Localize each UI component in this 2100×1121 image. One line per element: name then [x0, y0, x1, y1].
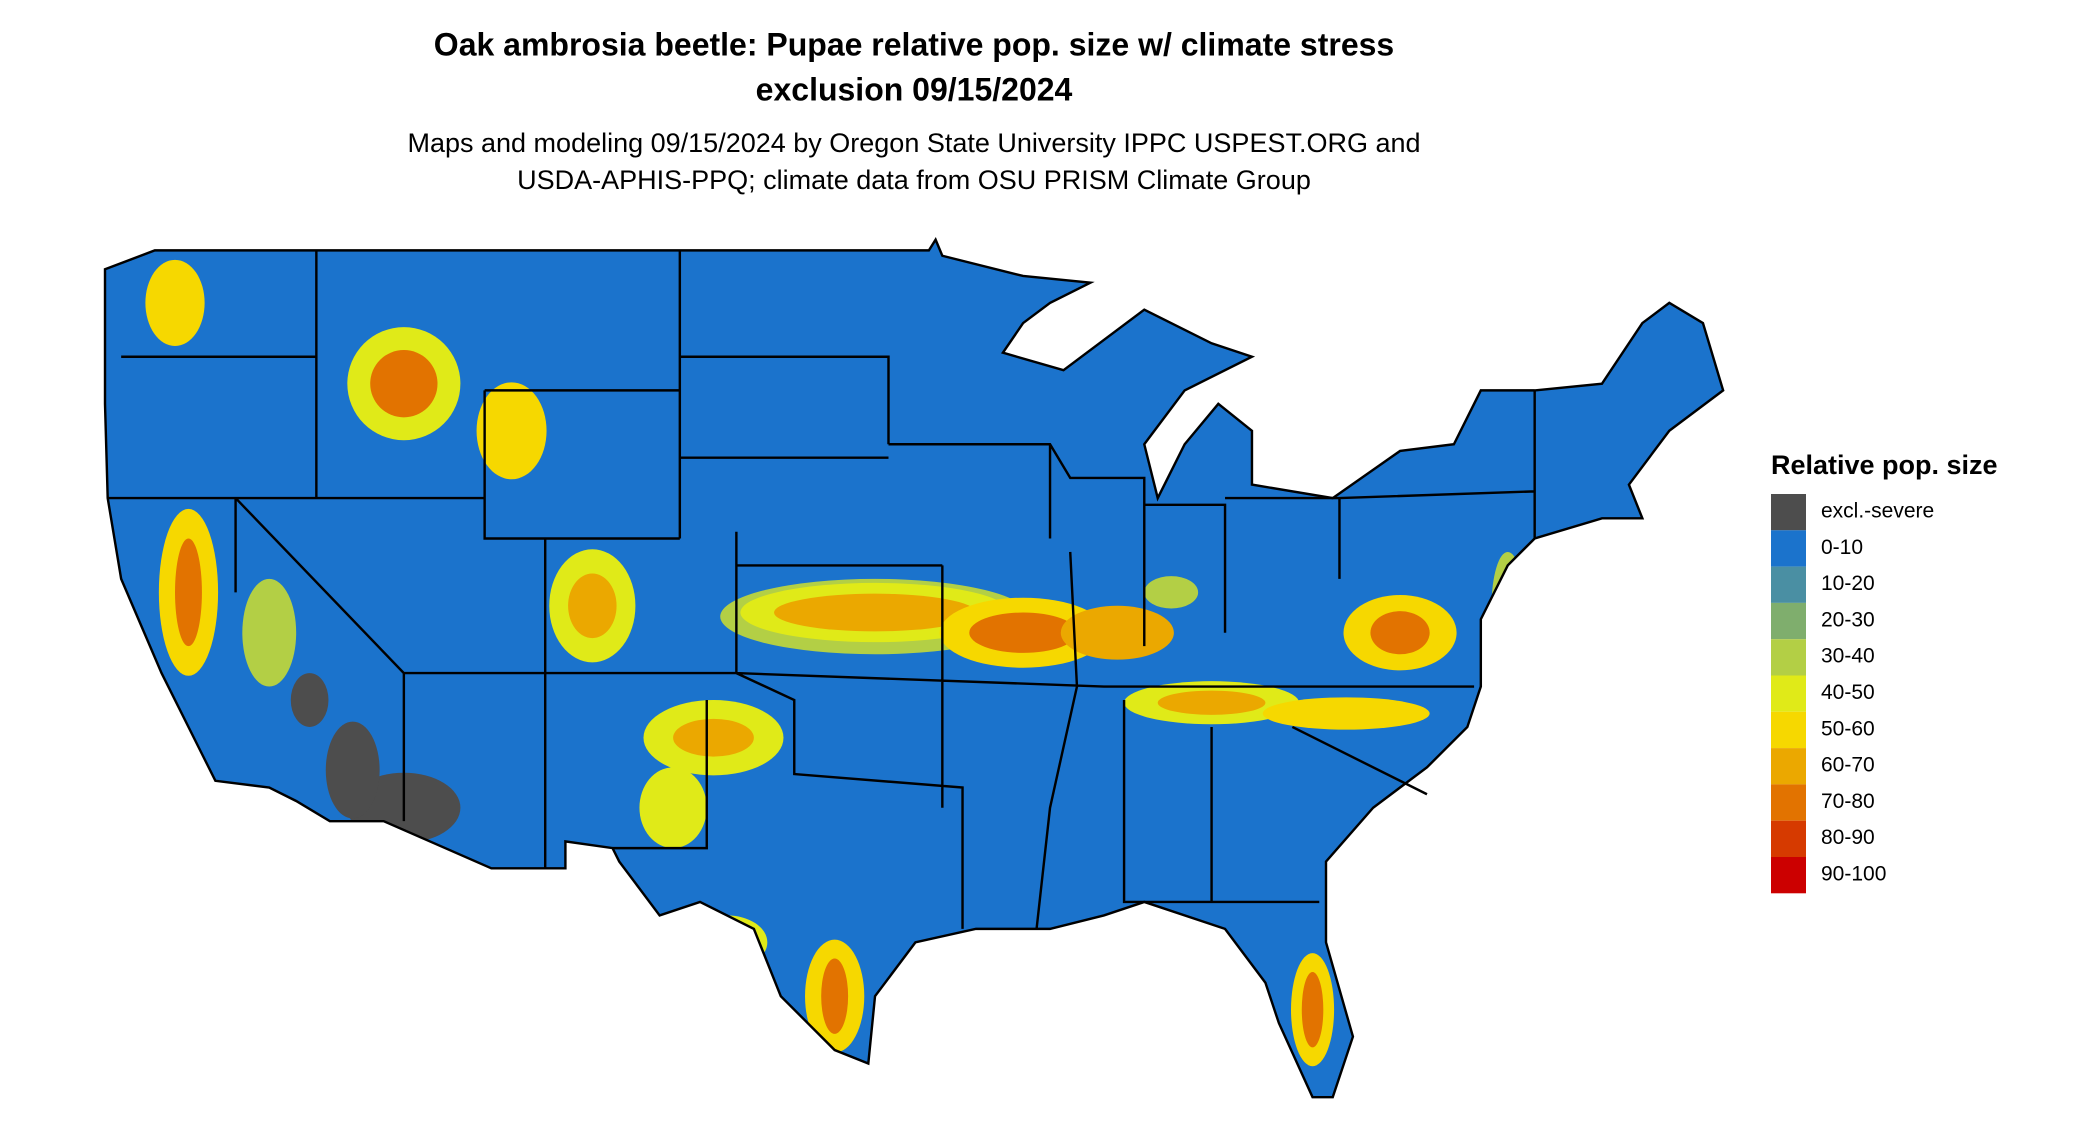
heat-region [1301, 971, 1324, 1048]
heat-region [290, 673, 329, 727]
legend-swatch [1771, 566, 1806, 603]
heat-region [1370, 611, 1430, 655]
legend-title: Relative pop. size [1771, 450, 1998, 480]
legend-label: 90-100 [1821, 863, 1886, 886]
heat-region [1157, 690, 1266, 715]
legend-label: 0-10 [1821, 536, 1863, 559]
heat-region [686, 915, 768, 970]
subtitle: Maps and modeling 09/15/2024 by Oregon S… [407, 128, 1420, 158]
legend-swatch [1771, 494, 1806, 531]
legend-swatch [1771, 820, 1806, 857]
legend-swatch [1771, 675, 1806, 712]
state-borders [103, 236, 1725, 1099]
heat-region [1144, 576, 1199, 609]
legend-label: 70-80 [1821, 790, 1875, 813]
heat-region [242, 578, 297, 687]
subtitle: USDA-APHIS-PPQ; climate data from OSU PR… [517, 165, 1311, 195]
heat-region [175, 538, 202, 647]
heat-regions [145, 259, 1524, 1067]
map [103, 236, 1725, 1099]
legend-swatch [1771, 857, 1806, 894]
heat-region [673, 718, 754, 757]
legend-label: 10-20 [1821, 572, 1875, 595]
title: Oak ambrosia beetle: Pupae relative pop.… [434, 26, 1394, 62]
legend-swatch [1771, 711, 1806, 749]
legend-label: 20-30 [1821, 608, 1875, 631]
legend-label: 60-70 [1821, 754, 1875, 777]
heat-region [370, 350, 438, 418]
legend-label: 80-90 [1821, 826, 1875, 849]
legend-label: 30-40 [1821, 645, 1875, 668]
legend-swatch [1771, 530, 1806, 567]
heat-region [639, 767, 707, 849]
heat-region [774, 593, 976, 632]
heat-region [969, 612, 1077, 653]
legend-swatch [1771, 602, 1806, 640]
legend-swatch [1771, 784, 1806, 821]
heat-region [1262, 697, 1430, 730]
legend-label: excl.-severe [1821, 500, 1934, 523]
heat-region [1060, 605, 1174, 660]
legend-swatch [1771, 639, 1806, 676]
legend: excl.-severe 0-10 10-20 20-30 30-40 40-50 50-6… [1771, 494, 1934, 894]
heat-region [145, 259, 205, 346]
legend-swatch [1771, 748, 1806, 785]
heat-region [325, 721, 380, 819]
heat-region [568, 573, 617, 639]
title: exclusion 09/15/2024 [756, 71, 1073, 107]
heat-region [821, 958, 849, 1034]
heat-region [476, 382, 547, 480]
legend-label: 40-50 [1821, 681, 1875, 704]
legend-label: 50-60 [1821, 717, 1875, 740]
